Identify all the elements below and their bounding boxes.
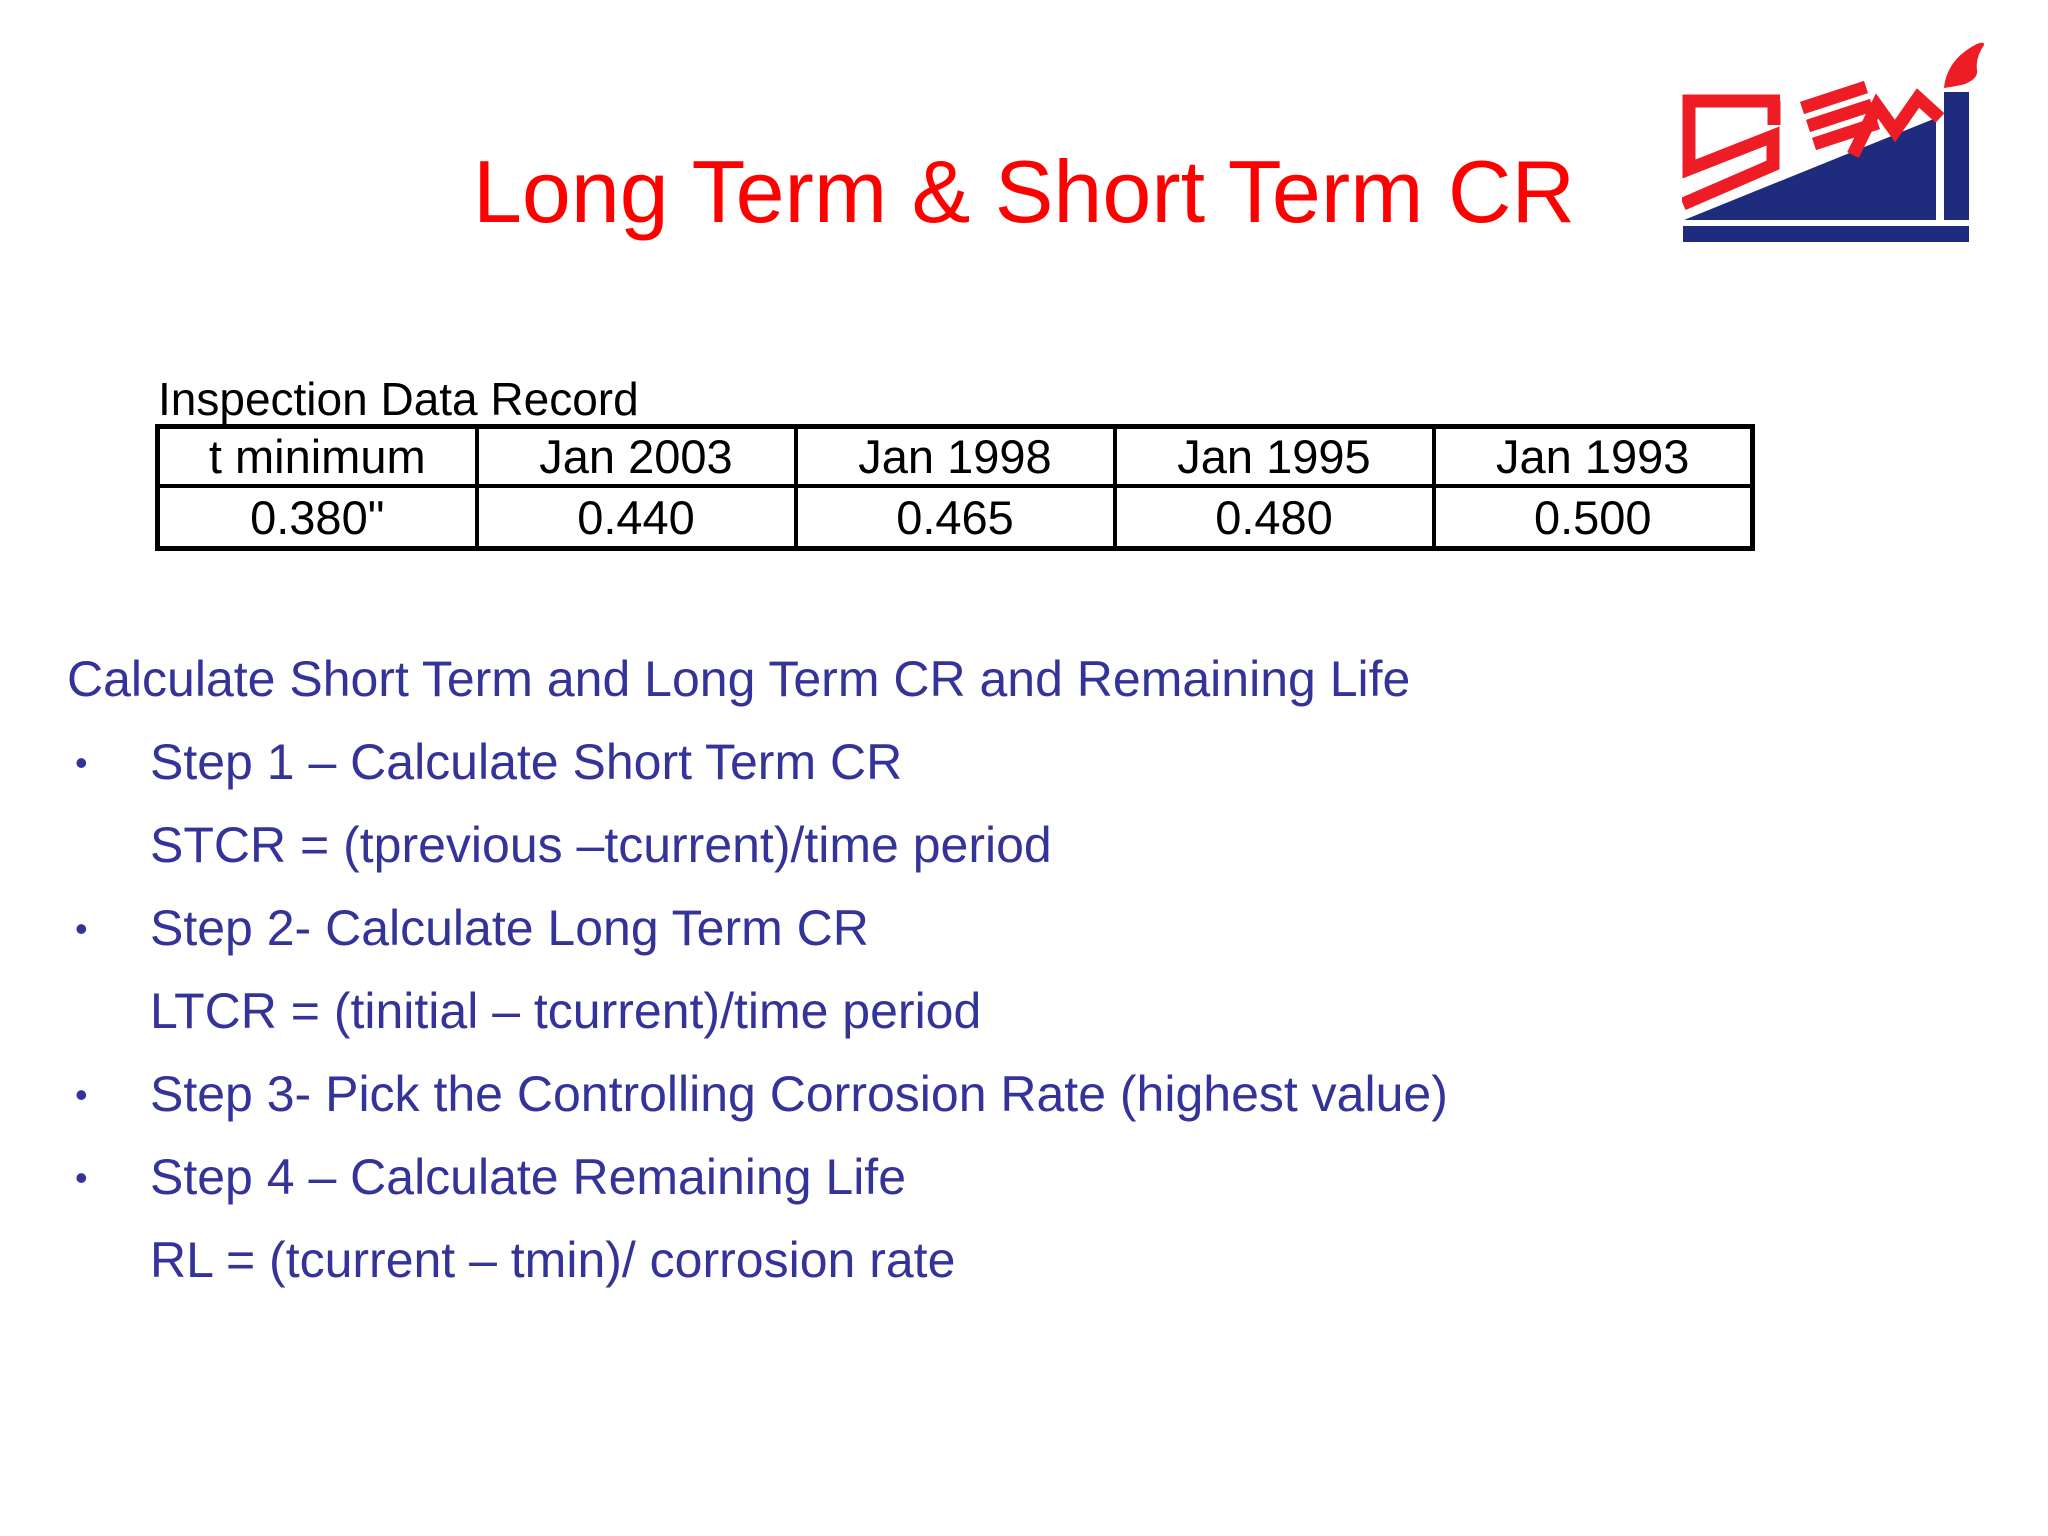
formula-line: STCR = (tprevious –tcurrent)/time period [150, 817, 1052, 873]
logo-letter-s [1682, 94, 1780, 210]
slide-title: Long Term & Short Term CR [472, 142, 1576, 241]
bullet-item: • Step 1 – Calculate Short Term CR [67, 721, 1867, 804]
table-value-cell: 0.380" [155, 484, 479, 551]
formula-line: RL = (tcurrent – tmin)/ corrosion rate [150, 1232, 956, 1288]
table-header-row: t minimum Jan 2003 Jan 1998 Jan 1995 Jan… [155, 424, 1755, 488]
table-header-cell: Jan 1993 [1431, 424, 1755, 488]
bullet-text: Step 4 – Calculate Remaining Life [150, 1149, 907, 1205]
bullet-item: • Step 4 – Calculate Remaining Life [67, 1136, 1867, 1219]
table-value-cell: 0.440 [474, 484, 798, 551]
logo-flame-icon [1944, 42, 1985, 88]
table-header-cell: t minimum [155, 424, 479, 488]
table-value-cell: 0.500 [1431, 484, 1755, 551]
bullet-item: • Step 3- Pick the Controlling Corrosion… [67, 1053, 1867, 1136]
bullet-text: Step 1 – Calculate Short Term CR [150, 734, 903, 790]
bullet-text: Step 2- Calculate Long Term CR [150, 900, 869, 956]
body-text-block: Calculate Short Term and Long Term CR an… [67, 638, 1867, 1302]
semi-logo-graphic [1682, 42, 1985, 242]
bullet-text: Step 3- Pick the Controlling Corrosion R… [150, 1066, 1448, 1122]
bullet-marker: • [75, 1157, 88, 1198]
body-intro: Calculate Short Term and Long Term CR an… [67, 651, 1411, 707]
bullet-marker: • [75, 1074, 88, 1115]
table-value-cell: 0.480 [1112, 484, 1436, 551]
formula-line: LTCR = (tinitial – tcurrent)/time period [150, 983, 982, 1039]
table-header-cell: Jan 1998 [793, 424, 1117, 488]
logo-letter-e-mid [1805, 98, 1875, 133]
inspection-table: t minimum Jan 2003 Jan 1998 Jan 1995 Jan… [155, 424, 1755, 551]
logo-i-bar [1944, 92, 1969, 220]
bullet-marker: • [75, 908, 88, 949]
semi-logo [1682, 30, 1992, 250]
bullet-item: • Step 2- Calculate Long Term CR [67, 887, 1867, 970]
table-value-row: 0.380" 0.440 0.465 0.480 0.500 [155, 484, 1755, 551]
logo-letter-e-top [1799, 80, 1869, 115]
bullet-marker: • [75, 742, 88, 783]
table-label: Inspection Data Record [158, 373, 639, 425]
logo-triangle [1684, 118, 1936, 220]
table-header-cell: Jan 1995 [1112, 424, 1436, 488]
table-value-cell: 0.465 [793, 484, 1117, 551]
table-header-cell: Jan 2003 [474, 424, 798, 488]
logo-base-bar [1683, 226, 1969, 242]
logo-letter-m [1847, 88, 1945, 158]
